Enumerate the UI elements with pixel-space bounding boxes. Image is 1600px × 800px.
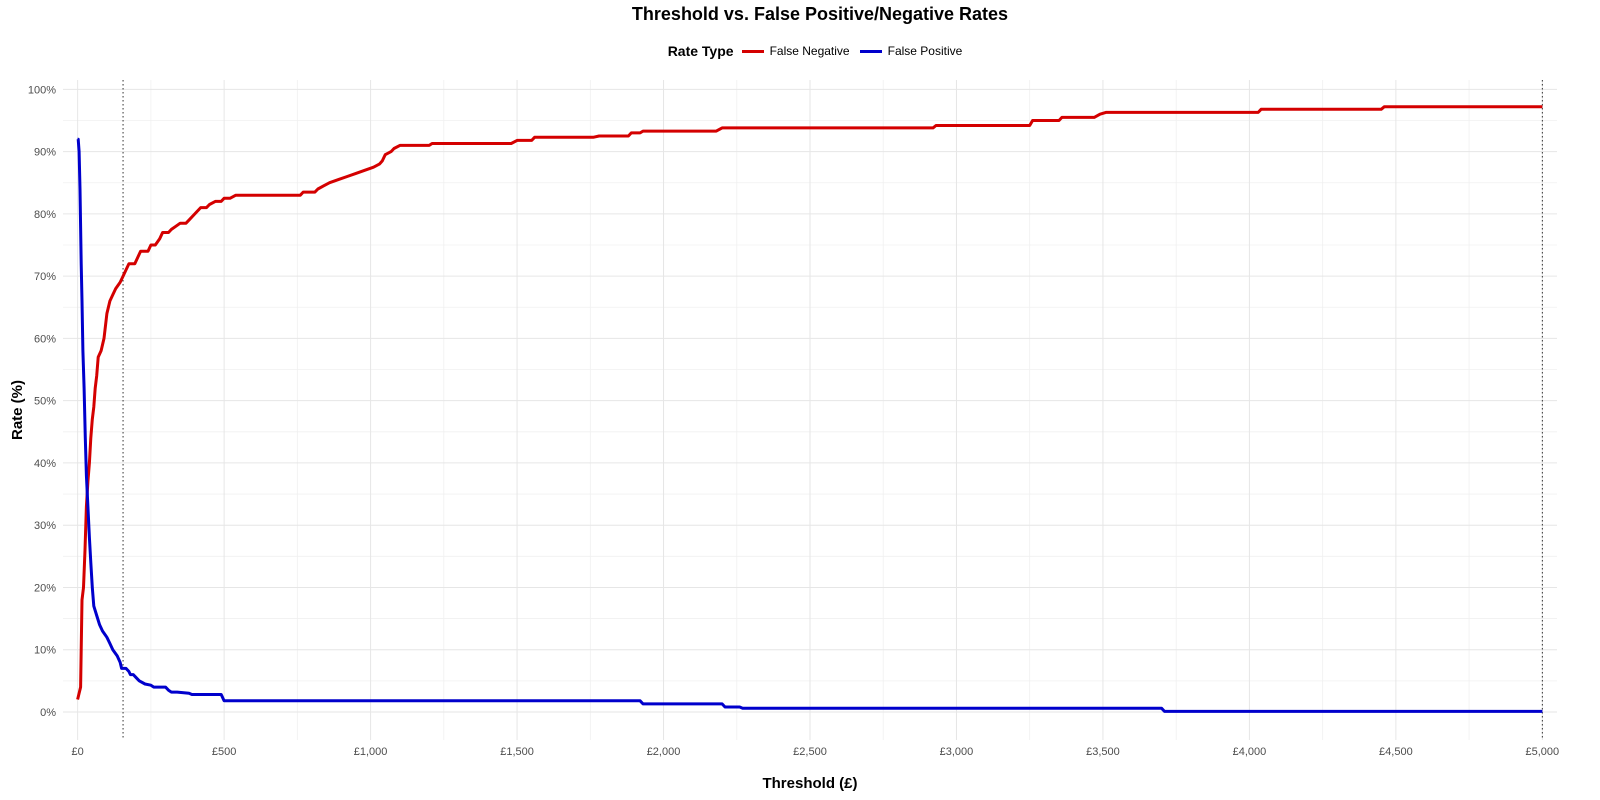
legend-item-false-negative: False Negative <box>741 44 850 58</box>
y-tick-label: 50% <box>34 396 56 408</box>
y-tick-label: 10% <box>34 645 56 657</box>
series-lines <box>76 105 1543 713</box>
grid <box>63 80 1557 740</box>
legend-label-false-positive: False Positive <box>887 44 963 58</box>
chart-title: Threshold vs. False Positive/Negative Ra… <box>631 4 1009 24</box>
y-tick-label: 60% <box>34 333 56 345</box>
legend-title: Rate Type <box>667 43 734 59</box>
x-tick-label: £4,500 <box>1379 746 1413 758</box>
y-tick-label: 80% <box>34 209 56 221</box>
legend-swatch-false-positive <box>859 49 882 53</box>
legend-item-false-positive: False Positive <box>859 44 963 58</box>
legend: Rate Type False Negative False Positive <box>0 43 1600 59</box>
x-tick-label: £2,500 <box>793 746 827 758</box>
tick-labels: £0 £500 £1,000 £1,500 £2,000 £2,500 £3,000 £3,5… <box>28 84 1559 758</box>
x-tick-label: £5,000 <box>1526 746 1560 758</box>
y-tick-label: 0% <box>40 707 56 719</box>
x-tick-label: £3,000 <box>940 746 974 758</box>
x-tick-label: £0 <box>72 746 84 758</box>
y-tick-label: 20% <box>34 582 56 594</box>
y-tick-label: 100% <box>28 84 56 96</box>
x-tick-label: £2,000 <box>647 746 681 758</box>
x-tick-label: £500 <box>212 746 236 758</box>
legend-label-false-negative: False Negative <box>769 44 850 58</box>
y-axis-title: Rate (%) <box>9 380 26 440</box>
x-tick-label: £1,500 <box>500 746 534 758</box>
x-tick-label: £3,500 <box>1086 746 1120 758</box>
x-tick-label: £4,000 <box>1233 746 1267 758</box>
x-tick-label: £1,000 <box>354 746 388 758</box>
y-tick-label: 30% <box>34 520 56 532</box>
series-line-false-negative <box>76 105 1543 700</box>
y-tick-label: 70% <box>34 271 56 283</box>
series-line-false-positive <box>76 137 1543 713</box>
legend-swatch-false-negative <box>741 49 764 53</box>
y-tick-label: 40% <box>34 458 56 470</box>
x-axis-title: Threshold (£) <box>762 775 857 792</box>
y-tick-label: 90% <box>34 147 56 159</box>
